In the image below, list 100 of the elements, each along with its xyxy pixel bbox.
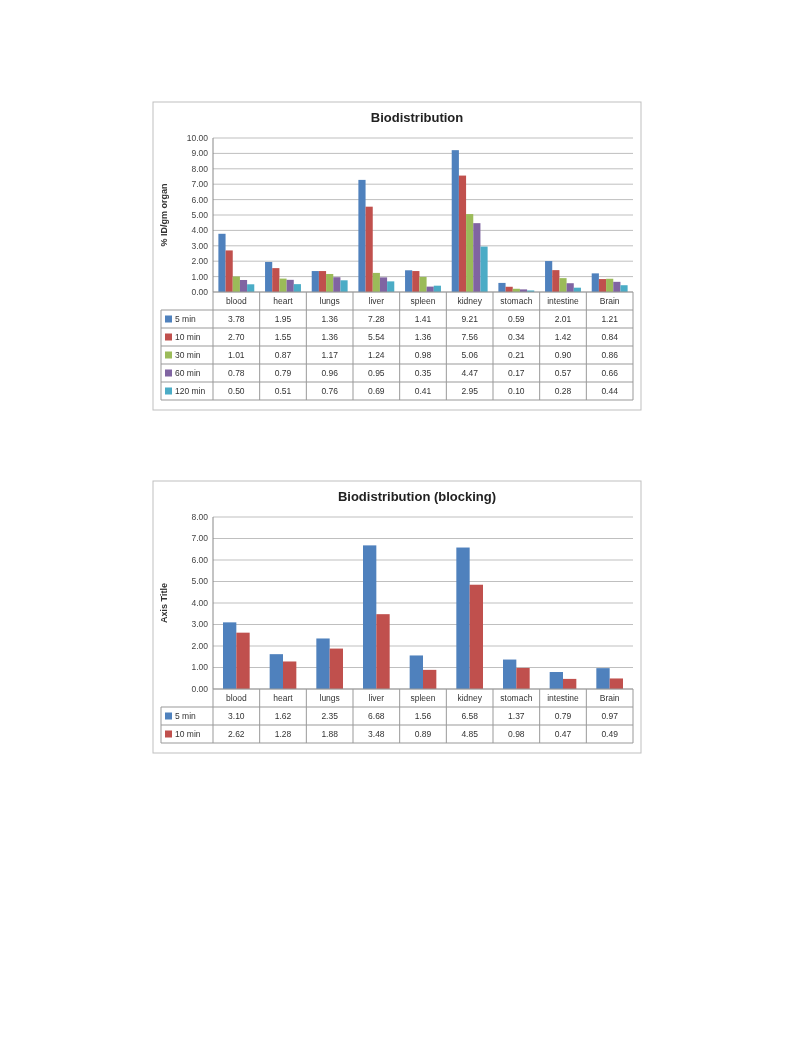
- y-tick-label: 6.00: [191, 554, 209, 565]
- data-label: 0.87: [274, 349, 292, 360]
- data-label: 2.35: [321, 710, 339, 721]
- x-tick-label: blood: [225, 295, 247, 306]
- data-label: 3.78: [228, 313, 245, 324]
- y-tick-label: 3.00: [191, 240, 209, 251]
- data-label: 0.86: [601, 349, 619, 360]
- data-label: 0.34: [508, 331, 525, 342]
- data-label: 1.62: [274, 710, 292, 721]
- y-tick-label: 2.00: [191, 640, 209, 651]
- data-label: 0.79: [274, 367, 292, 378]
- data-label: 1.21: [601, 313, 619, 324]
- x-tick-label: lungs: [319, 295, 340, 306]
- x-tick-label: spleen: [410, 692, 436, 703]
- data-label: 1.17: [321, 349, 339, 360]
- y-tick-label: 8.00: [191, 511, 209, 522]
- data-label: 1.88: [321, 728, 339, 739]
- data-label: 5.54: [368, 331, 385, 342]
- data-label: 0.89: [414, 728, 432, 739]
- x-tick-label: stomach: [500, 295, 533, 306]
- data-label: 0.98: [414, 349, 432, 360]
- data-label: 0.17: [508, 367, 525, 378]
- data-label: 0.76: [321, 385, 339, 396]
- data-label: 0.21: [508, 349, 525, 360]
- x-tick-label: liver: [368, 295, 385, 306]
- data-label: 3.10: [228, 710, 245, 721]
- data-label: 0.28: [554, 385, 572, 396]
- y-tick-label: 5.00: [191, 576, 209, 587]
- data-label: 1.55: [274, 331, 292, 342]
- x-tick-label: kidney: [457, 692, 483, 703]
- data-label: 6.58: [461, 710, 479, 721]
- data-label: 0.44: [601, 385, 619, 396]
- data-label: 0.50: [228, 385, 245, 396]
- data-label: 1.36: [321, 331, 339, 342]
- data-label: 3.48: [368, 728, 385, 739]
- x-tick-label: intestine: [547, 692, 580, 703]
- data-label: 0.10: [508, 385, 525, 396]
- chart-title: Biodistribution: [370, 110, 464, 125]
- y-tick-label: 8.00: [191, 163, 209, 174]
- y-tick-label: 2.00: [191, 256, 209, 267]
- legend-label: 10 min: [175, 728, 201, 739]
- data-label: 0.97: [601, 710, 619, 721]
- data-label: 0.78: [228, 367, 245, 378]
- y-tick-label: 7.00: [191, 179, 209, 190]
- data-label: 2.95: [461, 385, 479, 396]
- data-label: 1.37: [508, 710, 525, 721]
- y-tick-label: 7.00: [191, 533, 209, 544]
- data-label: 7.28: [368, 313, 385, 324]
- data-label: 0.95: [368, 367, 385, 378]
- data-label: 0.66: [601, 367, 619, 378]
- data-label: 0.59: [508, 313, 525, 324]
- data-label: 0.96: [321, 367, 339, 378]
- data-label: 1.42: [554, 331, 572, 342]
- y-tick-label: 10.00: [186, 132, 209, 143]
- legend-label: 120 min: [175, 385, 206, 396]
- y-axis-title: Axis Title: [159, 583, 169, 623]
- data-label: 4.47: [461, 367, 479, 378]
- legend-label: 30 min: [175, 349, 201, 360]
- data-label: 1.41: [414, 313, 432, 324]
- data-label: 7.56: [461, 331, 479, 342]
- data-label: 1.36: [321, 313, 339, 324]
- y-tick-label: 4.00: [191, 597, 209, 608]
- data-label: 0.47: [554, 728, 572, 739]
- data-label: 0.69: [368, 385, 385, 396]
- data-label: 0.41: [414, 385, 432, 396]
- x-tick-label: stomach: [500, 692, 533, 703]
- y-tick-label: 0.00: [191, 683, 209, 694]
- legend-label: 5 min: [175, 710, 197, 721]
- data-label: 2.01: [554, 313, 572, 324]
- x-tick-label: kidney: [457, 295, 483, 306]
- x-tick-label: lungs: [319, 692, 340, 703]
- data-label: 0.35: [414, 367, 432, 378]
- y-tick-label: 1.00: [191, 271, 209, 282]
- data-label: 4.85: [461, 728, 479, 739]
- data-label: 1.56: [414, 710, 432, 721]
- data-label: 1.95: [274, 313, 292, 324]
- x-tick-label: liver: [368, 692, 385, 703]
- x-tick-label: Brain: [599, 295, 620, 306]
- y-tick-label: 0.00: [191, 286, 209, 297]
- legend-label: 5 min: [175, 313, 197, 324]
- x-tick-label: blood: [225, 692, 247, 703]
- data-label: 1.24: [368, 349, 385, 360]
- data-label: 2.62: [228, 728, 245, 739]
- y-tick-label: 9.00: [191, 148, 209, 159]
- data-label: 0.51: [274, 385, 292, 396]
- y-tick-label: 4.00: [191, 225, 209, 236]
- data-label: 0.98: [508, 728, 525, 739]
- x-tick-label: spleen: [410, 295, 436, 306]
- legend-label: 10 min: [175, 331, 201, 342]
- y-tick-label: 1.00: [191, 662, 209, 673]
- data-label: 9.21: [461, 313, 479, 324]
- data-label: 1.01: [228, 349, 245, 360]
- data-label: 6.68: [368, 710, 385, 721]
- x-tick-label: Brain: [599, 692, 620, 703]
- y-tick-label: 6.00: [191, 194, 209, 205]
- data-label: 0.57: [554, 367, 572, 378]
- y-tick-label: 3.00: [191, 619, 209, 630]
- data-label: 1.36: [414, 331, 432, 342]
- data-label: 0.90: [554, 349, 572, 360]
- chart-title: Biodistribution (blocking): [337, 489, 497, 504]
